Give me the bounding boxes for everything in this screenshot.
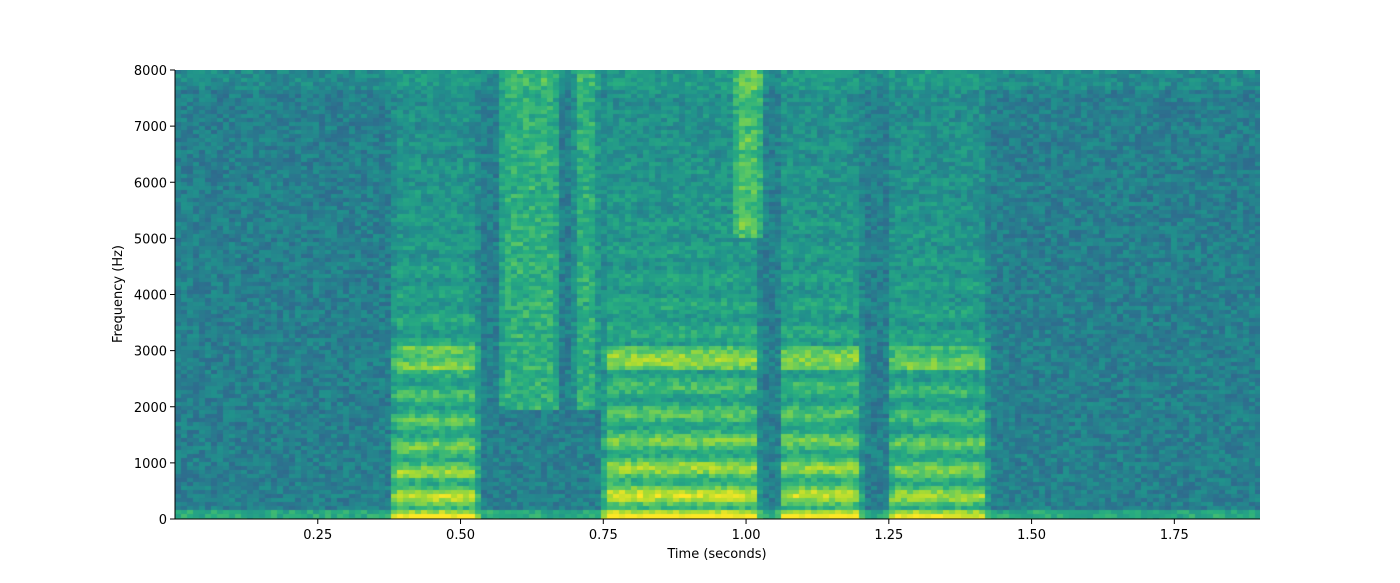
x-tick-label: 0.50 xyxy=(446,528,475,543)
x-tick-label: 0.75 xyxy=(589,528,618,543)
y-tick-label: 5000 xyxy=(134,232,167,247)
y-tick-label: 4000 xyxy=(134,289,167,304)
y-tick-label: 3000 xyxy=(134,345,167,360)
y-tick-label: 1000 xyxy=(134,457,167,472)
spectrogram-heatmap xyxy=(175,70,1260,519)
x-tick-label: 1.00 xyxy=(732,528,761,543)
x-tick-label: 0.25 xyxy=(303,528,332,543)
x-ticks: 0.25 0.50 0.75 1.00 1.25 1.50 1.75 xyxy=(303,519,1189,543)
y-tick-label: 8000 xyxy=(134,64,167,79)
x-tick-label: 1.75 xyxy=(1160,528,1189,543)
heatmap-canvas xyxy=(175,70,1260,519)
x-tick-label: 1.25 xyxy=(874,528,903,543)
y-tick-label: 0 xyxy=(159,513,167,528)
y-ticks: 0 1000 2000 3000 4000 5000 6000 7000 8000 xyxy=(134,64,175,528)
y-tick-label: 2000 xyxy=(134,401,167,416)
y-tick-label: 6000 xyxy=(134,176,167,191)
x-tick-label: 1.50 xyxy=(1017,528,1046,543)
x-axis-label: Time (seconds) xyxy=(666,547,766,562)
y-tick-label: 7000 xyxy=(134,120,167,135)
y-axis-label: Frequency (Hz) xyxy=(111,245,126,343)
